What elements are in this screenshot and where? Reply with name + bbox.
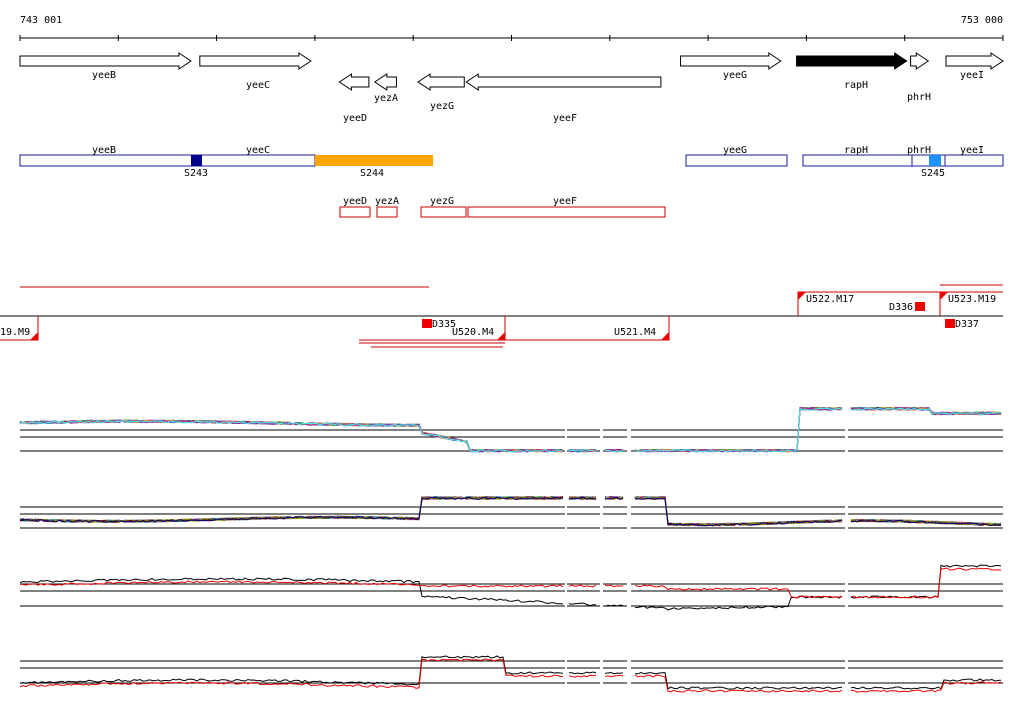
segment-S244-block[interactable] [315, 155, 433, 166]
gene-arrow-yeeF[interactable] [465, 73, 662, 91]
gene-label-yeeF: yeeF [553, 113, 577, 124]
segment-label-rapH: rapH [844, 145, 868, 156]
expression-panel-4 [19, 645, 1003, 714]
gene-arrow-yeeG[interactable] [680, 52, 782, 70]
tu-U519-label: 19.M9 [0, 327, 30, 338]
segment-S245-marker[interactable] [929, 155, 941, 166]
segment-rapH-yeeI[interactable] [802, 154, 1004, 167]
segment-S244-label: S244 [360, 168, 384, 179]
segment-S243-marker[interactable] [191, 155, 202, 166]
axis-start-label: 743 001 [20, 15, 62, 26]
segment-label-yeeC: yeeC [246, 145, 270, 156]
antisense-label-yezA: yezA [375, 196, 399, 207]
gene-arrow-yezA[interactable] [373, 73, 397, 91]
expression-panel-1 [19, 390, 1003, 460]
downshift-D337-label: D337 [955, 319, 979, 330]
downshift-D336-marker[interactable] [915, 302, 925, 311]
gene-arrow-phrH[interactable] [910, 52, 930, 70]
segment-label-yeeB: yeeB [92, 145, 116, 156]
antisense-label-yezG: yezG [430, 196, 454, 207]
tu-U520-flag [497, 332, 505, 340]
expression-profile-panels [19, 390, 1003, 714]
gene-arrow-yeeI[interactable] [945, 52, 1004, 70]
gene-label-phrH: phrH [907, 92, 931, 103]
gene-label-rapH: rapH [844, 80, 868, 91]
coordinate-axis: 743 001 753 000 [19, 15, 1004, 41]
segment-label-yeeI: yeeI [960, 145, 984, 156]
downshift-D335-marker[interactable] [422, 319, 432, 328]
gene-arrow-yeeC[interactable] [199, 52, 312, 70]
downshift-D335-label: D335 [432, 319, 456, 330]
gene-label-yeeC: yeeC [246, 80, 270, 91]
gene-label-yezA: yezA [374, 93, 398, 104]
segment-label-yeeG: yeeG [723, 145, 747, 156]
downshift-D336-label: D336 [889, 302, 913, 313]
tu-U521-label: U521.M4 [614, 327, 656, 338]
axis-end-label: 753 000 [961, 15, 1003, 26]
gene-label-yezG: yezG [430, 101, 454, 112]
transcription-unit-track: U522.M17 U523.M19 D336 19.M9 U520.M4 U52… [0, 284, 1003, 348]
gene-arrow-yeeB[interactable] [19, 52, 192, 70]
tu-U522-flag [798, 292, 806, 300]
gene-label-yeeD: yeeD [343, 113, 367, 124]
segment-S245-label: S245 [921, 168, 945, 179]
gene-arrow-yeeD[interactable] [338, 73, 370, 91]
segment-label-phrH: phrH [907, 145, 931, 156]
segment-track: yeeB yeeC S243 S244 yeeG rapH phrH yeeI … [19, 145, 1004, 179]
antisense-yezG[interactable] [420, 206, 467, 218]
gene-arrow-rapH[interactable] [796, 52, 908, 70]
gene-label-yeeG: yeeG [723, 70, 747, 81]
tu-U523-label: U523.M19 [948, 294, 996, 305]
tu-U519-flag [30, 332, 38, 340]
antisense-yezA[interactable] [376, 206, 398, 218]
tu-U523-flag [940, 292, 948, 300]
segment-yeeB-yeeC[interactable] [19, 154, 316, 167]
segment-S243-label: S243 [184, 168, 208, 179]
antisense-label-yeeD: yeeD [343, 196, 367, 207]
tu-U522-label: U522.M17 [806, 294, 854, 305]
antisense-track: yeeD yezA yezG yeeF [339, 196, 666, 218]
expression-panel-3 [19, 555, 1003, 625]
gene-arrow-yezG[interactable] [417, 73, 465, 91]
expression-panel-2 [19, 470, 1003, 540]
segment-yeeG[interactable] [685, 154, 788, 167]
tu-U521-flag [661, 332, 669, 340]
antisense-label-yeeF: yeeF [553, 196, 577, 207]
downshift-D337-marker[interactable] [945, 319, 955, 328]
antisense-yeeF[interactable] [467, 206, 666, 218]
gene-label-yeeI: yeeI [960, 70, 984, 81]
gene-label-yeeB: yeeB [92, 70, 116, 81]
gene-annotation-track: yeeB yeeC yeeD yezA yezG yeeF yeeG rapH phrH yeeI [19, 52, 1004, 124]
antisense-yeeD[interactable] [339, 206, 371, 218]
tu-U520-label: U520.M4 [452, 327, 494, 338]
